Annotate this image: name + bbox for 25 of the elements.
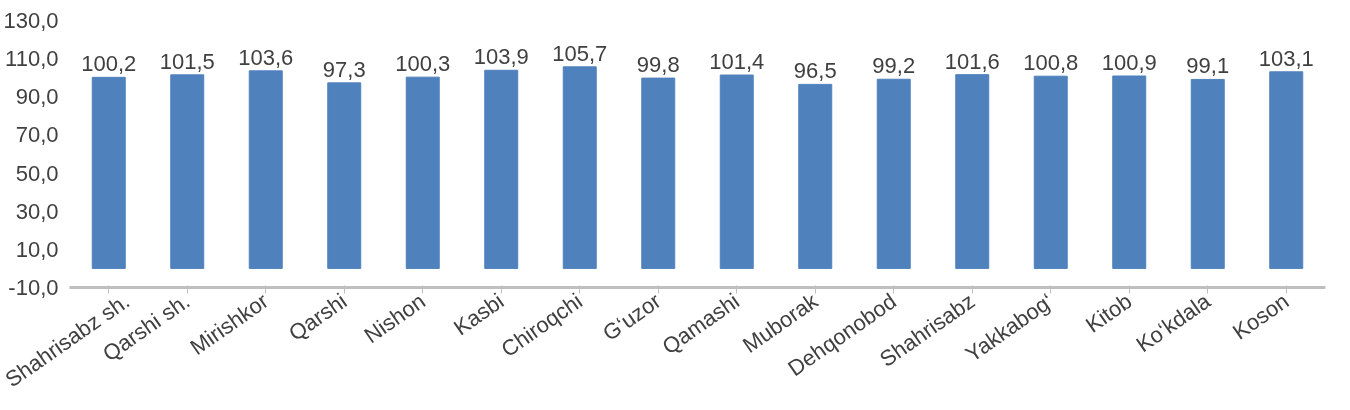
y-tick-label: -10,0 [8, 275, 59, 300]
y-tick-label: 10,0 [15, 236, 59, 262]
data-label: 103,1 [1258, 45, 1314, 71]
data-label: 101,4 [709, 49, 765, 75]
data-label: 101,5 [159, 48, 215, 74]
data-label: 100,8 [1023, 50, 1079, 76]
data-label: 103,6 [238, 44, 294, 70]
y-tick-label: 90,0 [15, 84, 59, 110]
data-label: 99,8 [636, 52, 680, 78]
data-label: 105,7 [552, 40, 608, 66]
y-tick-label: 110,0 [5, 46, 59, 72]
data-label: 99,2 [872, 53, 916, 79]
data-label: 96,5 [793, 58, 837, 84]
x-tick-label: Kitob [1081, 288, 1137, 338]
data-label: 100,9 [1101, 50, 1157, 75]
data-label: 99,1 [1186, 53, 1230, 79]
data-label: 97,3 [322, 56, 366, 82]
data-label: 100,3 [395, 51, 451, 77]
y-tick-label: 50,0 [15, 160, 59, 186]
data-label: 101,6 [944, 48, 1000, 74]
data-label: 100,2 [81, 51, 137, 77]
y-tick-label: 30,0 [15, 198, 59, 224]
y-tick-label: 70,0 [15, 122, 59, 148]
y-tick-label: 130,0 [3, 8, 59, 33]
data-label: 103,9 [473, 44, 529, 70]
